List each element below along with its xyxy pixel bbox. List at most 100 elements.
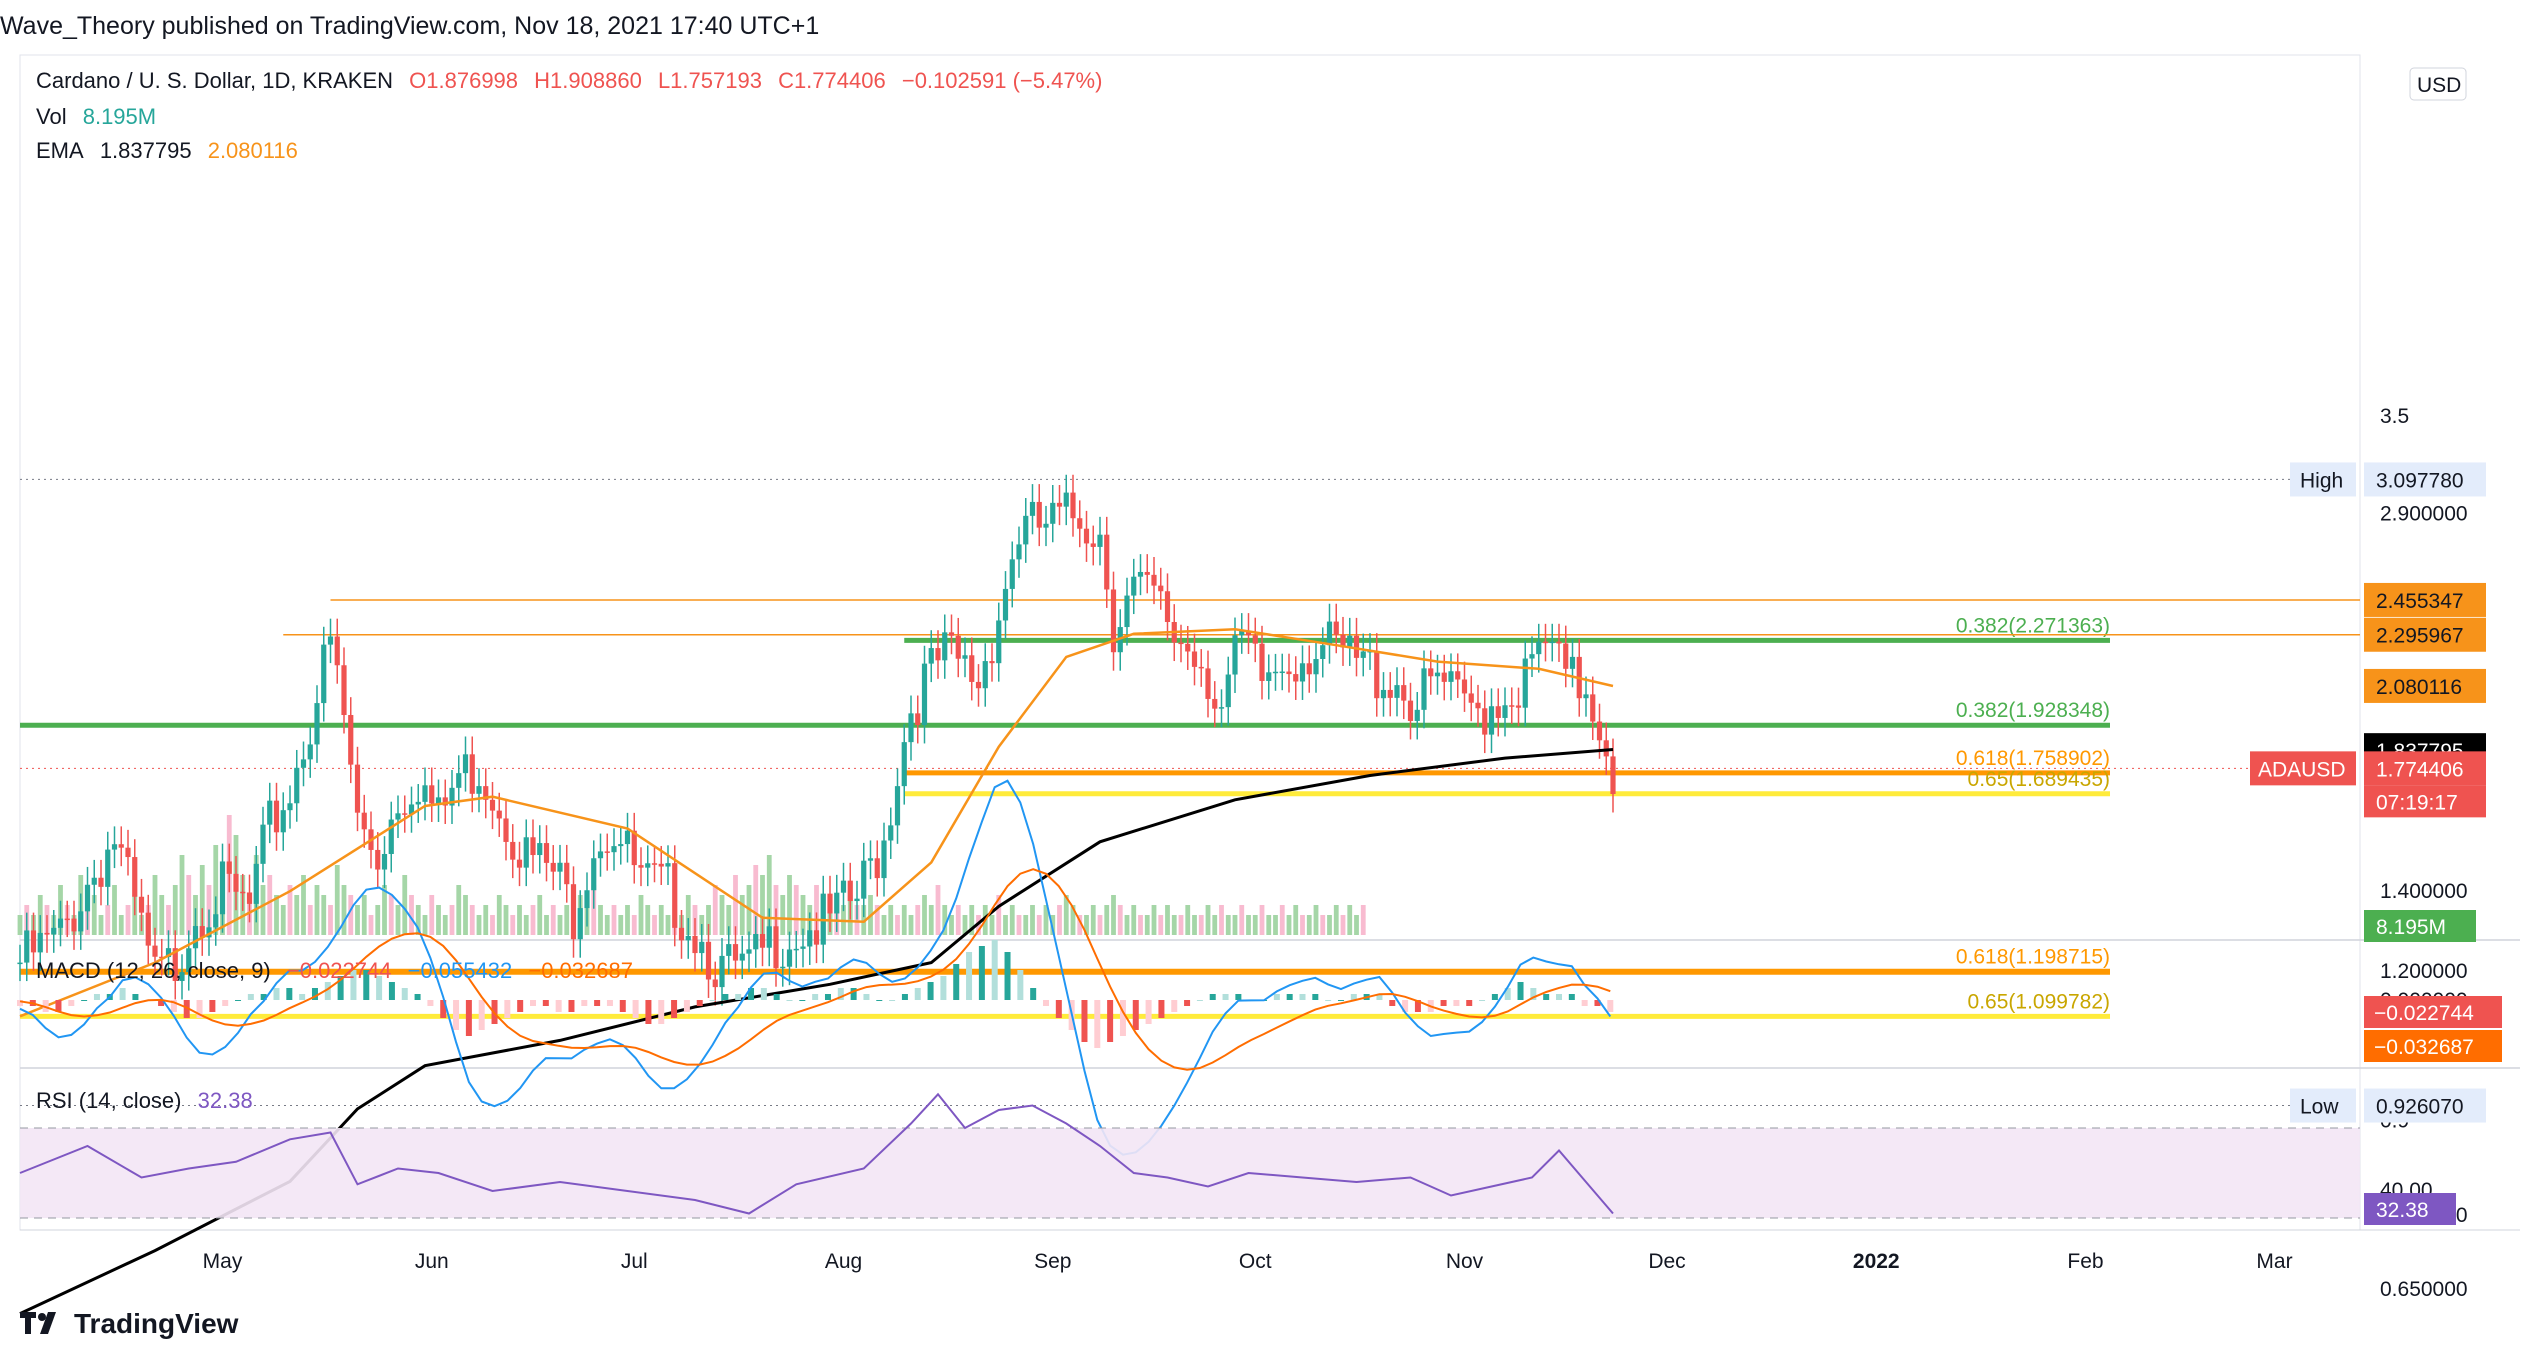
macd-hist-bar xyxy=(440,1000,447,1018)
volume-bar xyxy=(949,915,954,935)
time-tick-1: Jun xyxy=(415,1250,449,1273)
candle-body xyxy=(395,813,401,820)
macd-hist-bar xyxy=(311,988,318,1000)
macd-hist-bar xyxy=(337,976,344,1000)
macd-hist-bar xyxy=(773,994,780,1000)
candle-body xyxy=(1401,685,1407,701)
price-tag-6: 0.926070 xyxy=(2376,1096,2464,1119)
macd-hist-bar xyxy=(1171,1000,1178,1012)
symbol-title[interactable]: Cardano / U. S. Dollar, 1D, KRAKEN xyxy=(36,68,394,93)
volume-bar xyxy=(793,885,799,935)
volume-bar xyxy=(1313,905,1319,935)
volume-bar xyxy=(1273,915,1278,935)
volume-bar xyxy=(1090,905,1096,935)
macd-hist-bar xyxy=(42,1000,49,1012)
volume-bar xyxy=(1151,905,1157,935)
candle-body xyxy=(948,632,955,636)
candle-body xyxy=(111,844,118,850)
candle-body xyxy=(921,663,928,725)
macd-hist-bar xyxy=(1402,1000,1409,1012)
macd-hist-bar xyxy=(1081,1000,1088,1042)
macd-hist-bar xyxy=(1479,1000,1486,1001)
candle-body xyxy=(962,655,968,659)
candle-body xyxy=(159,956,165,959)
candle-body xyxy=(314,703,320,745)
macd-hist-bar xyxy=(1222,994,1229,1000)
time-tick-8: 2022 xyxy=(1853,1250,1900,1273)
time-tick-0: May xyxy=(203,1250,243,1273)
volume-bar xyxy=(301,875,306,935)
candle-body xyxy=(1097,534,1103,547)
volume-bar xyxy=(442,915,448,935)
volume-bar xyxy=(658,905,664,935)
candle-body xyxy=(1529,654,1535,659)
price-tick-7: 0.650000 xyxy=(2380,1278,2468,1301)
macd-tag-bg-1 xyxy=(2364,1030,2502,1062)
tradingview-footer[interactable]: TradingView xyxy=(20,1308,238,1340)
volume-bar xyxy=(37,895,43,935)
price-tag-2: 2.295967 xyxy=(2376,625,2464,648)
volume-bar xyxy=(91,895,97,935)
candle-body xyxy=(1239,630,1245,636)
macd-hist-bar xyxy=(324,982,331,1000)
candle-body xyxy=(1023,515,1029,545)
currency-label: USD xyxy=(2417,74,2461,97)
candle-body xyxy=(746,949,752,954)
candle-body xyxy=(1185,643,1191,652)
candle-body xyxy=(1050,502,1056,524)
rsi-legend: RSI (14, close) 32.38 xyxy=(36,1088,263,1114)
candle-body xyxy=(699,941,705,954)
volume-bar xyxy=(1306,915,1312,935)
time-tick-4: Sep xyxy=(1034,1250,1071,1273)
macd-hist-bar xyxy=(504,1000,511,1018)
macd-label[interactable]: MACD (12, 26, close, 9) xyxy=(36,958,271,983)
candle-body xyxy=(692,935,698,954)
candle-body xyxy=(17,962,23,965)
ohlc-open: O1.876998 xyxy=(409,68,519,93)
price-tag-bg-1 xyxy=(2364,582,2486,617)
volume-bar xyxy=(618,915,624,935)
candle-body xyxy=(1353,635,1360,658)
macd-hist-bar xyxy=(299,994,306,1000)
volume-bar xyxy=(901,905,907,935)
volume-bar xyxy=(422,915,428,935)
volume-bar xyxy=(476,915,482,935)
candle-body xyxy=(1293,674,1299,682)
volume-bar xyxy=(287,885,293,935)
candle-body xyxy=(685,935,691,941)
candle-body xyxy=(503,818,509,842)
volume-bar xyxy=(766,855,772,935)
volume-bar xyxy=(753,865,759,935)
ema-label[interactable]: EMA xyxy=(36,138,84,163)
candle-body xyxy=(840,880,847,893)
volume-bar xyxy=(510,915,516,935)
rsi-indicator: 80.0040.00 xyxy=(19,1092,2433,1219)
candle-body xyxy=(1151,574,1157,586)
candle-body xyxy=(348,715,354,765)
macd-hist-bar xyxy=(260,994,267,1000)
candle-body xyxy=(881,840,887,879)
macd-hist-bar xyxy=(1235,994,1242,1000)
volume-bar xyxy=(415,905,421,935)
volume-label[interactable]: Vol xyxy=(36,104,67,129)
candle-body xyxy=(813,930,820,945)
volume-bar xyxy=(800,895,806,935)
candle-body xyxy=(429,785,435,804)
rsi-value: 32.38 xyxy=(197,1088,253,1113)
rsi-label[interactable]: RSI (14, close) xyxy=(36,1088,182,1113)
volume-bar xyxy=(895,915,900,935)
volume-bar xyxy=(733,875,738,935)
volume-bar xyxy=(712,885,718,935)
candle-body xyxy=(1394,685,1400,698)
candle-body xyxy=(996,620,1002,664)
volume-bar xyxy=(1286,915,1292,935)
candle-body xyxy=(408,804,415,815)
candle-body xyxy=(132,857,138,897)
price-tick-0: 3.5 xyxy=(2380,405,2409,428)
candle-body xyxy=(57,918,64,928)
volume-bar xyxy=(652,915,657,935)
price-tag-side-bg-6 xyxy=(2290,1088,2356,1123)
macd-value-1: −0.022744 xyxy=(286,958,392,983)
macd-hist-bar xyxy=(594,1000,601,1006)
